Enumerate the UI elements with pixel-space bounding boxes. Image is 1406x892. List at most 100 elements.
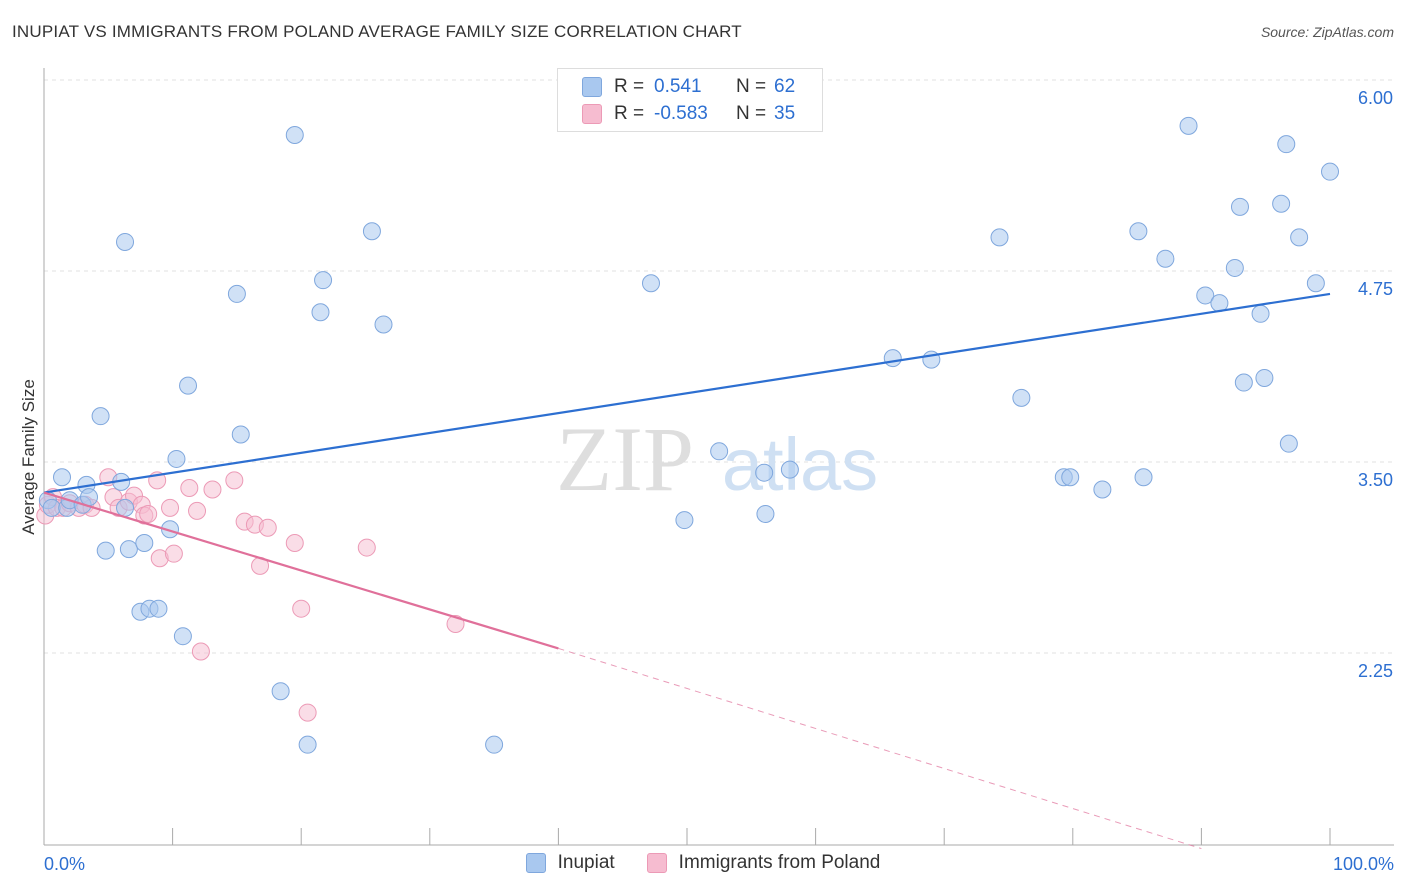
poland-point bbox=[285, 533, 304, 552]
watermark-atlas: atlas bbox=[722, 423, 878, 506]
legend-item-inupiat[interactable]: Inupiat bbox=[525, 852, 615, 874]
poland-point bbox=[180, 478, 199, 497]
inupiat-point bbox=[227, 284, 246, 303]
legend-row-poland: R = -0.583 N = 35 bbox=[582, 101, 795, 127]
inupiat-point bbox=[311, 303, 330, 322]
poland-point bbox=[225, 471, 244, 490]
inupiat-point bbox=[1196, 286, 1215, 305]
inupiat-point bbox=[231, 425, 250, 444]
poland-point bbox=[292, 599, 311, 618]
watermark: ZIP atlas bbox=[556, 408, 878, 510]
inupiat-point bbox=[1272, 194, 1291, 213]
legend-r-label: R = bbox=[614, 76, 645, 97]
inupiat-point bbox=[1279, 434, 1298, 453]
inupiat-point bbox=[116, 232, 135, 251]
inupiat-point bbox=[362, 222, 381, 241]
inupiat-point bbox=[1230, 197, 1249, 216]
legend-n-value: 35 bbox=[774, 103, 796, 124]
inupiat-point bbox=[1156, 249, 1175, 268]
y-tick-label: 4.75 bbox=[1358, 279, 1393, 299]
poland-point bbox=[258, 518, 277, 537]
poland-point bbox=[446, 614, 465, 633]
inupiat-point bbox=[1234, 373, 1253, 392]
legend-item-poland[interactable]: Immigrants from Poland bbox=[646, 852, 880, 874]
inupiat-point bbox=[1255, 368, 1274, 387]
inupiat-point bbox=[1061, 468, 1080, 487]
y-tick-label: 2.25 bbox=[1358, 661, 1393, 681]
inupiat-point bbox=[1134, 468, 1153, 487]
legend-n-value: 62 bbox=[774, 76, 796, 97]
gridlines bbox=[44, 79, 1394, 654]
legend-swatch-poland bbox=[582, 104, 602, 124]
legend-swatch-poland bbox=[646, 853, 667, 873]
legend-label-inupiat: Inupiat bbox=[557, 852, 615, 873]
inupiat-point bbox=[119, 540, 138, 559]
inupiat-point bbox=[1129, 222, 1148, 241]
series-legend: Inupiat Immigrants from Poland bbox=[0, 852, 1406, 874]
poland-point bbox=[203, 480, 222, 499]
inupiat-point bbox=[314, 271, 333, 290]
inupiat-point bbox=[173, 627, 192, 646]
source-credit: Source: ZipAtlas.com bbox=[1260, 24, 1394, 40]
x-tick-label-min: 0.0% bbox=[44, 854, 85, 874]
inupiat-point bbox=[1179, 116, 1198, 135]
stats-legend: R = 0.541 N = 62 R = -0.583 N = 35 bbox=[557, 68, 823, 132]
legend-r-label: R = bbox=[614, 103, 645, 124]
legend-n-label: N = bbox=[736, 103, 767, 124]
inupiat-point bbox=[374, 315, 393, 334]
poland-trend-line bbox=[43, 491, 559, 650]
inupiat-trend-line bbox=[43, 292, 1331, 494]
tick-labels: 2.25 3.50 4.75 6.00 0.0% 100.0% bbox=[44, 88, 1394, 874]
inupiat-point bbox=[485, 735, 504, 754]
watermark-zip: ZIP bbox=[556, 408, 694, 510]
inupiat-point bbox=[1012, 388, 1031, 407]
inupiat-point bbox=[91, 407, 110, 426]
inupiat-point bbox=[179, 376, 198, 395]
poland-trend-extension bbox=[558, 647, 1202, 850]
inupiat-point bbox=[710, 442, 729, 461]
legend-row-inupiat: R = 0.541 N = 62 bbox=[582, 74, 795, 100]
inupiat-point bbox=[883, 349, 902, 368]
poland-point bbox=[191, 642, 210, 661]
poland-point bbox=[188, 501, 207, 520]
y-tick-label: 3.50 bbox=[1358, 470, 1393, 490]
poland-point bbox=[139, 504, 158, 523]
inupiat-point bbox=[641, 274, 660, 293]
inupiat-point bbox=[1225, 258, 1244, 277]
poland-point bbox=[357, 538, 376, 557]
legend-r-value: 0.541 bbox=[654, 76, 702, 97]
inupiat-point bbox=[756, 504, 775, 523]
inupiat-point bbox=[116, 498, 135, 517]
legend-swatch-inupiat bbox=[582, 77, 602, 97]
legend-n-label: N = bbox=[736, 76, 767, 97]
inupiat-point bbox=[42, 498, 61, 517]
poland-point bbox=[164, 544, 183, 563]
inupiat-point bbox=[1321, 162, 1339, 181]
legend-swatch-inupiat bbox=[525, 853, 546, 873]
inupiat-point bbox=[149, 599, 168, 618]
series-poland-points bbox=[36, 468, 465, 722]
inupiat-point bbox=[167, 449, 186, 468]
poland-point bbox=[298, 703, 317, 722]
inupiat-point bbox=[285, 126, 304, 145]
inupiat-point bbox=[1251, 304, 1270, 323]
y-axis-label: Average Family Size bbox=[19, 379, 38, 535]
inupiat-point bbox=[53, 468, 72, 487]
inupiat-point bbox=[990, 228, 1009, 247]
legend-r-value: -0.583 bbox=[654, 103, 708, 124]
inupiat-point bbox=[755, 463, 774, 482]
inupiat-point bbox=[780, 460, 799, 479]
y-tick-label: 6.00 bbox=[1358, 88, 1393, 108]
series-inupiat-points bbox=[38, 116, 1339, 754]
inupiat-point bbox=[1277, 135, 1296, 154]
poland-point bbox=[161, 498, 180, 517]
inupiat-point bbox=[675, 511, 694, 530]
inupiat-point bbox=[1093, 480, 1112, 499]
inupiat-point bbox=[1290, 228, 1309, 247]
inupiat-point bbox=[135, 533, 154, 552]
inupiat-point bbox=[271, 682, 290, 701]
x-tick-label-max: 100.0% bbox=[1333, 854, 1394, 874]
chart-title: INUPIAT VS IMMIGRANTS FROM POLAND AVERAG… bbox=[12, 22, 742, 41]
axes bbox=[43, 68, 1394, 846]
